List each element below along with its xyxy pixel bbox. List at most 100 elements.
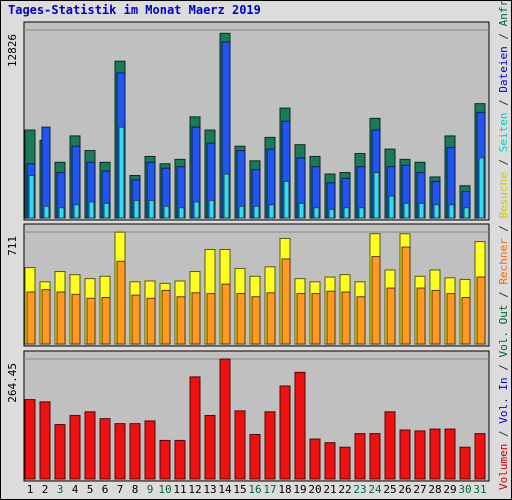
bar-seiten-day-17 bbox=[268, 204, 275, 219]
bar-volumen-day-15 bbox=[234, 410, 246, 480]
bar-volumen-day-28 bbox=[429, 428, 441, 480]
bar-rechner-day-27 bbox=[416, 287, 426, 345]
bar-rechner-day-21 bbox=[326, 290, 336, 345]
bar-seiten-day-30 bbox=[463, 207, 470, 219]
bar-seiten-day-27 bbox=[418, 202, 425, 219]
bar-rechner-day-12 bbox=[191, 292, 201, 345]
bar-volumen-day-11 bbox=[174, 439, 186, 480]
bar-volumen-day-22 bbox=[339, 446, 351, 480]
bar-seiten-day-22 bbox=[343, 207, 350, 219]
bar-rechner-day-26 bbox=[401, 246, 411, 345]
bar-rechner-day-29 bbox=[446, 293, 456, 345]
bar-rechner-day-1 bbox=[26, 291, 36, 345]
legend-entry: Dateien bbox=[497, 46, 510, 92]
bar-seiten-day-29 bbox=[448, 204, 455, 219]
bar-volumen-day-26 bbox=[399, 429, 411, 480]
bar-seiten-day-12 bbox=[193, 201, 200, 219]
bar-rechner-day-17 bbox=[266, 292, 276, 345]
bar-rechner-day-24 bbox=[371, 256, 381, 345]
legend-entry: / bbox=[497, 358, 510, 378]
legend-entry: / bbox=[497, 26, 510, 46]
bar-rechner-day-20 bbox=[311, 293, 321, 345]
x-tick-label-day-15: 15 bbox=[233, 483, 246, 496]
bar-volumen-day-2 bbox=[39, 401, 51, 480]
bar-seiten-day-6 bbox=[103, 202, 110, 219]
x-tick-label-day-31: 31 bbox=[473, 483, 486, 496]
bar-volumen-day-3 bbox=[54, 424, 66, 480]
x-tick-label-day-1: 1 bbox=[27, 483, 34, 496]
y-max-tick-label: 711 bbox=[6, 236, 19, 256]
bar-volumen-day-1 bbox=[24, 399, 36, 480]
bar-seiten-day-21 bbox=[328, 208, 335, 219]
x-tick-label-day-5: 5 bbox=[87, 483, 94, 496]
bar-volumen-day-14 bbox=[219, 358, 231, 480]
bar-seiten-day-11 bbox=[178, 207, 185, 219]
chart-title: Tages-Statistik im Monat Maerz 2019 bbox=[8, 3, 261, 17]
bar-rechner-day-9 bbox=[146, 297, 156, 345]
bar-volumen-day-6 bbox=[99, 418, 111, 480]
legend-entry: Rechner bbox=[497, 238, 510, 285]
bar-volumen-day-18 bbox=[279, 385, 291, 480]
bar-seiten-day-16 bbox=[253, 205, 260, 219]
chart-panel-1: 12826 bbox=[6, 21, 490, 221]
legend-entry: / bbox=[497, 285, 510, 305]
bar-rechner-day-30 bbox=[461, 297, 471, 345]
bar-volumen-day-31 bbox=[474, 433, 486, 480]
series-legend: Volumen / Vol. In / Vol. Out / Rechner /… bbox=[497, 0, 510, 490]
bar-rechner-day-7 bbox=[116, 260, 126, 345]
bar-rechner-day-23 bbox=[356, 296, 366, 345]
legend-entry: Volumen bbox=[497, 444, 510, 490]
bar-rechner-day-15 bbox=[236, 293, 246, 345]
bar-rechner-day-8 bbox=[131, 294, 141, 345]
bar-volumen-day-9 bbox=[144, 420, 156, 480]
bar-seiten-day-26 bbox=[403, 202, 410, 219]
legend-entry: Vol. Out bbox=[497, 305, 510, 358]
x-tick-label-day-2: 2 bbox=[42, 483, 49, 496]
x-tick-label-day-13: 13 bbox=[203, 483, 216, 496]
bar-seiten-day-15 bbox=[238, 205, 245, 219]
x-tick-label-day-4: 4 bbox=[72, 483, 79, 496]
bar-seiten-day-5 bbox=[88, 201, 95, 219]
bar-seiten-day-23 bbox=[358, 207, 365, 219]
bar-seiten-day-7 bbox=[118, 126, 125, 219]
legend-entry: / bbox=[497, 152, 510, 172]
bar-seiten-day-1 bbox=[28, 174, 35, 219]
x-tick-label-day-18: 18 bbox=[278, 483, 291, 496]
x-tick-label-day-6: 6 bbox=[102, 483, 109, 496]
x-tick-label-day-22: 22 bbox=[338, 483, 351, 496]
bar-volumen-day-5 bbox=[84, 411, 96, 480]
bar-volumen-day-30 bbox=[459, 446, 471, 480]
bar-seiten-day-25 bbox=[388, 195, 395, 219]
bar-seiten-day-13 bbox=[208, 199, 215, 219]
x-tick-label-day-21: 21 bbox=[323, 483, 336, 496]
y-max-tick-label: 12826 bbox=[6, 34, 19, 67]
legend-entry: Anfragen bbox=[497, 0, 510, 26]
bar-rechner-day-31 bbox=[476, 276, 486, 345]
bar-volumen-day-23 bbox=[354, 433, 366, 480]
x-tick-label-day-23: 23 bbox=[353, 483, 366, 496]
x-tick-label-day-19: 19 bbox=[293, 483, 306, 496]
bar-volumen-day-13 bbox=[204, 414, 216, 480]
x-tick-label-day-29: 29 bbox=[443, 483, 456, 496]
bar-seiten-day-20 bbox=[313, 207, 320, 219]
bar-volumen-day-16 bbox=[249, 434, 261, 480]
bar-seiten-day-4 bbox=[73, 204, 80, 219]
x-tick-label-day-9: 9 bbox=[147, 483, 154, 496]
legend-entry: / bbox=[497, 93, 510, 113]
bar-seiten-day-18 bbox=[283, 180, 290, 219]
bar-volumen-day-27 bbox=[414, 430, 426, 480]
bar-rechner-day-18 bbox=[281, 258, 291, 345]
x-tick-label-day-27: 27 bbox=[413, 483, 426, 496]
bar-rechner-day-14 bbox=[221, 283, 231, 345]
chart-panel-2: 711 bbox=[6, 223, 490, 347]
bar-seiten-day-8 bbox=[133, 199, 140, 219]
bar-volumen-day-25 bbox=[384, 411, 396, 480]
bar-rechner-day-11 bbox=[176, 296, 186, 345]
legend-entry: Vol. In bbox=[497, 377, 510, 423]
bar-seiten-day-31 bbox=[478, 157, 485, 219]
bar-dateien-day-2 bbox=[41, 126, 51, 219]
x-tick-label-day-12: 12 bbox=[188, 483, 201, 496]
bar-volumen-day-20 bbox=[309, 438, 321, 480]
x-tick-label-day-16: 16 bbox=[248, 483, 261, 496]
